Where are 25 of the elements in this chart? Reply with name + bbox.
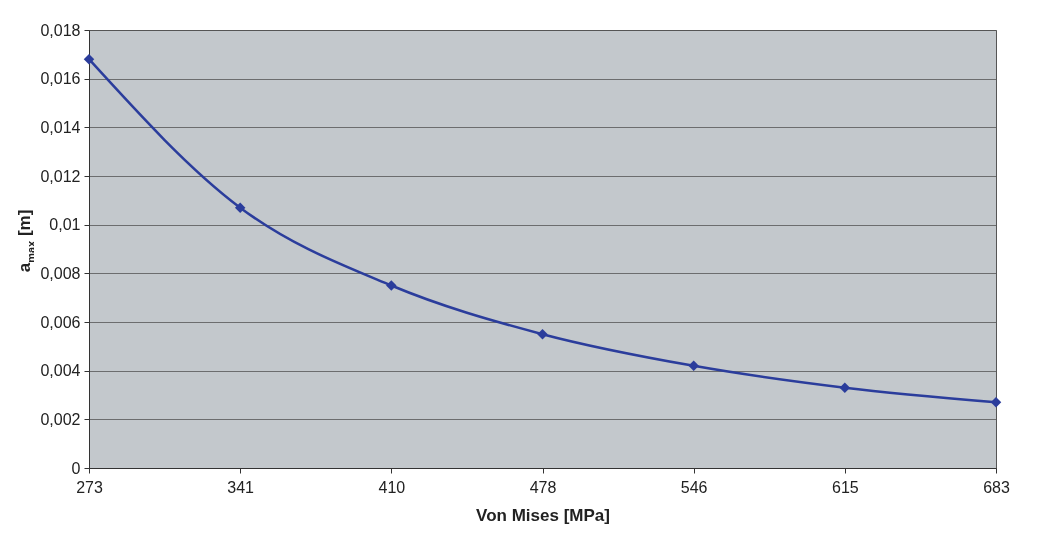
y-tick-label: 0,014 <box>40 118 81 136</box>
y-tick-label: 0,004 <box>40 362 81 380</box>
point <box>839 382 851 393</box>
y-tick-label: 0,002 <box>40 410 81 428</box>
y-tick-label: 0,006 <box>40 313 81 331</box>
x-tick-label: 410 <box>378 478 406 496</box>
x-tick-label: 546 <box>680 478 708 496</box>
x-tick-label: 478 <box>529 478 557 496</box>
y-tick-label: 0,008 <box>40 264 81 282</box>
y-tick-label: 0 <box>71 459 81 477</box>
point <box>537 328 548 340</box>
point <box>83 53 95 65</box>
x-tick-label: 683 <box>983 478 1010 496</box>
y-tick-label: 0,012 <box>40 167 81 185</box>
y-tick-label: 0,018 <box>40 21 81 39</box>
point <box>688 360 699 372</box>
x-tick-label: 615 <box>831 478 859 496</box>
point <box>990 397 1002 408</box>
y-tick-label: 0,016 <box>40 70 81 88</box>
x-axis-title: Von Mises [MPa] <box>476 505 610 525</box>
y-tick-label: 0,01 <box>49 216 81 234</box>
x-tick-label: 341 <box>227 478 255 496</box>
point <box>234 202 246 213</box>
x-tick-label: 273 <box>76 478 103 496</box>
point <box>386 280 397 291</box>
